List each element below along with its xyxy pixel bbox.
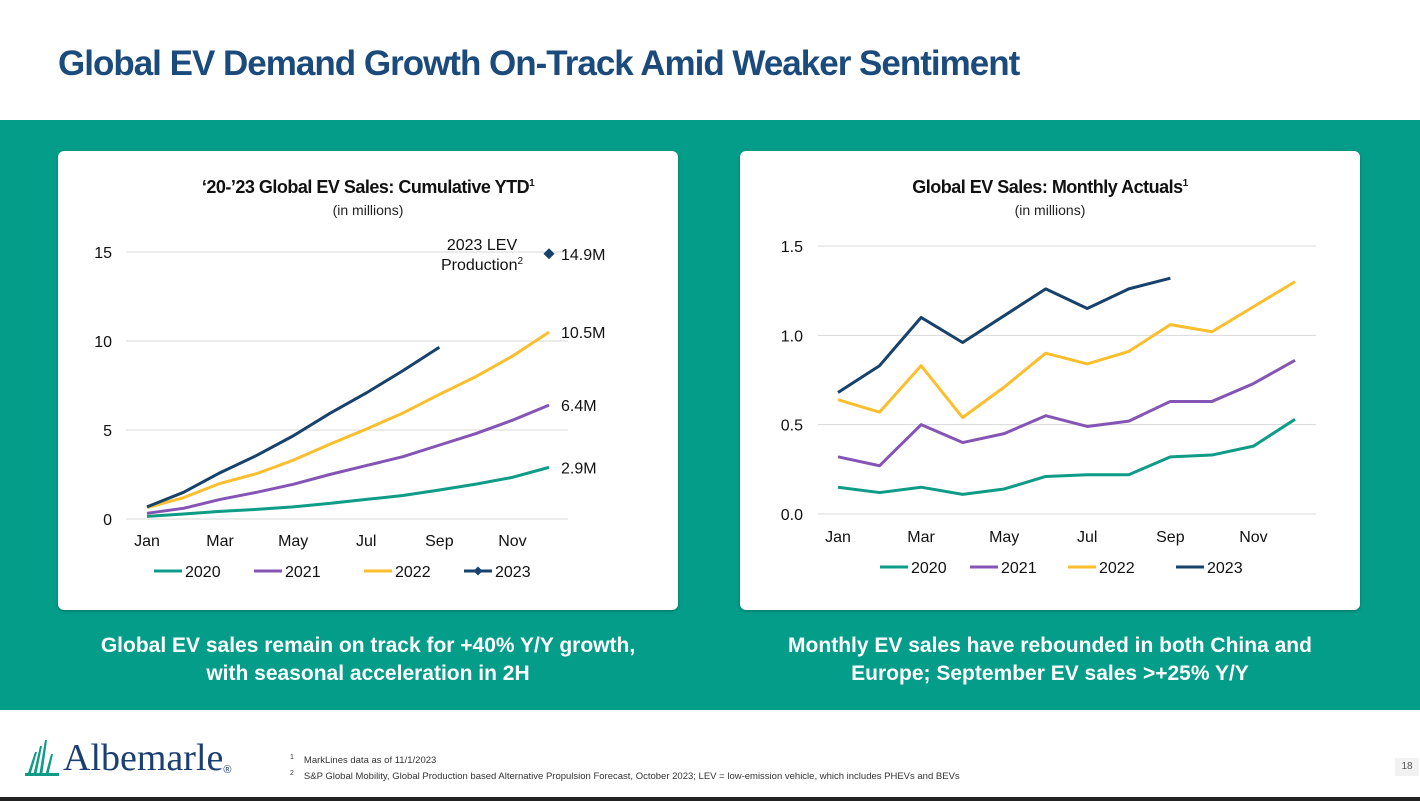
legend-label-2022: 2022: [395, 564, 431, 581]
cumulative-chart-card: ‘20-’23 Global EV Sales: Cumulative YTD1…: [58, 151, 678, 610]
x-tick-label: Mar: [907, 529, 935, 546]
footnote: 1 MarkLines data as of 11/1/2023: [290, 754, 437, 767]
x-tick-label: May: [278, 533, 308, 550]
chart-subtitle: (in millions): [332, 202, 404, 218]
annotation-text: Production2: [441, 256, 524, 274]
chart-title: Global EV Sales: Monthly Actuals1: [912, 177, 1188, 197]
x-tick-label: Nov: [1239, 529, 1267, 546]
series-line-2023: [146, 345, 441, 509]
x-tick-label: Jan: [134, 533, 160, 550]
y-tick-label: 10: [94, 334, 112, 351]
annotation-value: 14.9M: [561, 247, 605, 264]
end-label-2020: 2.9M: [561, 460, 597, 477]
series-line-2023: [837, 276, 1171, 394]
series-line-2020: [837, 418, 1296, 496]
logo-mark-icon: [25, 740, 59, 776]
legend-label-2020: 2020: [911, 560, 947, 577]
page-number: 18: [1395, 758, 1419, 776]
series-line-2022: [837, 280, 1296, 420]
legend-label-2021: 2021: [1001, 560, 1037, 577]
y-tick-label: 0.0: [781, 507, 803, 524]
x-tick-label: Sep: [425, 533, 454, 550]
y-tick-label: 1.0: [781, 328, 803, 345]
series-line-2020: [146, 465, 550, 518]
legend-label-2021: 2021: [285, 564, 321, 581]
albemarle-logo: Albemarle ®: [25, 739, 231, 777]
monthly-chart-card: Global EV Sales: Monthly Actuals1 (in mi…: [740, 151, 1360, 610]
legend-label-2023: 2023: [495, 564, 531, 581]
legend-marker-2023: [473, 566, 483, 576]
y-tick-label: 1.5: [781, 239, 803, 256]
caption-left: Global EV sales remain on track for +40%…: [100, 634, 636, 685]
x-tick-label: Mar: [206, 533, 234, 550]
footnote: 2 S&P Global Mobility, Global Production …: [290, 770, 960, 783]
legend-label-2022: 2022: [1099, 560, 1135, 577]
caption-right: Monthly EV sales have rebounded in both …: [788, 634, 1312, 685]
y-tick-label: 0.5: [781, 418, 803, 435]
annotation-marker: [543, 248, 555, 260]
x-tick-label: Nov: [498, 533, 526, 550]
chart-title: ‘20-’23 Global EV Sales: Cumulative YTD1: [201, 177, 535, 197]
x-tick-label: Jan: [825, 529, 851, 546]
y-tick-label: 0: [103, 512, 112, 529]
series-line-2021: [837, 359, 1296, 468]
x-tick-label: May: [989, 529, 1019, 546]
series-line-2021: [146, 403, 550, 515]
x-tick-label: Sep: [1156, 529, 1185, 546]
legend-label-2023: 2023: [1207, 560, 1243, 577]
page-title: Global EV Demand Growth On-Track Amid We…: [58, 44, 1020, 83]
end-label-2022: 10.5M: [561, 325, 605, 342]
y-tick-label: 5: [103, 423, 112, 440]
bottom-rule: [0, 797, 1420, 801]
series-line-2022: [146, 330, 550, 510]
chart-subtitle: (in millions): [1014, 202, 1086, 218]
legend-label-2020: 2020: [185, 564, 221, 581]
x-tick-label: Jul: [1077, 529, 1097, 546]
y-tick-label: 15: [94, 245, 112, 262]
end-label-2021: 6.4M: [561, 398, 597, 415]
footnotes: 1 MarkLines data as of 11/1/2023 2 S&P Glo…: [290, 751, 960, 783]
cumulative-chart: 0 5 10 15 Jan Mar May Jul Sep Nov 2.9M 2020 6.4M 2021…: [94, 237, 605, 581]
monthly-chart: 0.0 0.5 1.0 1.5 Jan Mar May Jul Sep Nov 2020 2021 20…: [781, 239, 1316, 577]
x-tick-label: Jul: [356, 533, 376, 550]
annotation-text: 2023 LEV: [447, 237, 518, 254]
